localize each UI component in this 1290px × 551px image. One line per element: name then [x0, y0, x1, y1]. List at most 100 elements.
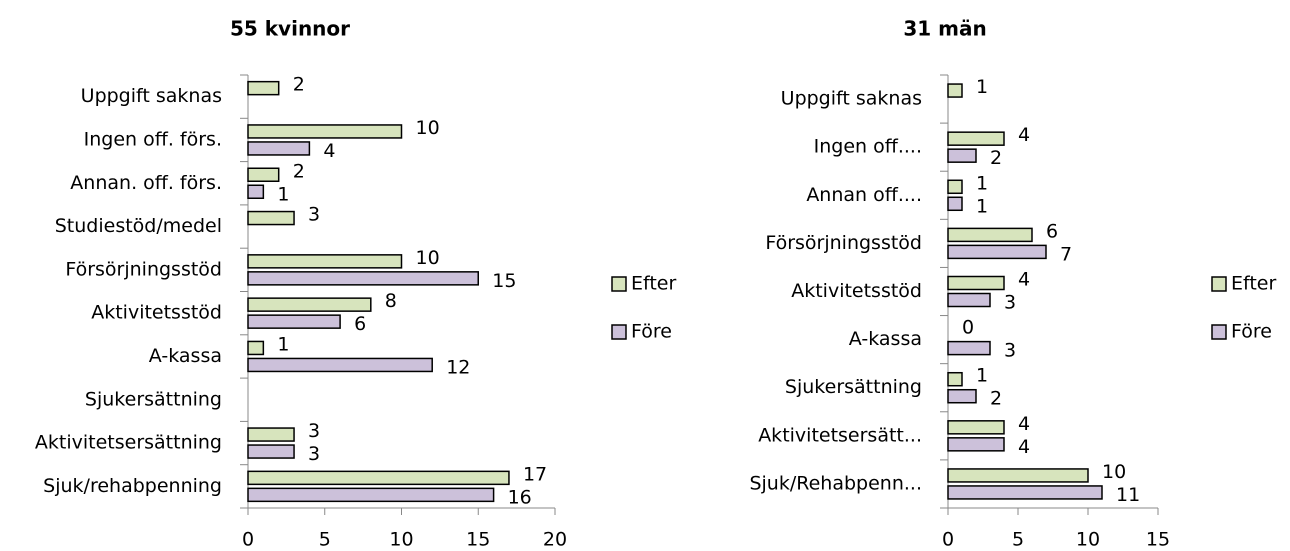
y-tick-label: Aktivitetsstöd: [91, 302, 222, 324]
legend-label: Efter: [631, 273, 676, 295]
bar: [947, 292, 991, 308]
x-tick-label: 15: [466, 529, 490, 551]
data-label: 2: [990, 388, 1002, 410]
bar: [947, 244, 1047, 260]
y-tick-label: A-kassa: [849, 328, 922, 350]
y-tick-label: Uppgift saknas: [81, 85, 222, 107]
data-label: 17: [523, 463, 547, 485]
x-tick-label: 0: [242, 529, 254, 551]
legend-label: Före: [1231, 321, 1272, 343]
data-label: 10: [416, 247, 440, 269]
chart-title: 55 kvinnor: [230, 17, 350, 41]
y-tick-label: Aktivitetsersätt...: [758, 424, 922, 446]
bar: [247, 80, 280, 96]
data-label: 0: [962, 317, 974, 339]
bar: [247, 470, 510, 486]
bar: [947, 179, 963, 195]
bar: [247, 141, 311, 156]
bar: [247, 357, 433, 373]
x-tick-label: 5: [319, 529, 331, 551]
bar: [947, 275, 1005, 291]
y-tick-label: Försörjningsstöd: [65, 258, 222, 280]
x-tick-label: 0: [942, 529, 954, 551]
bar: [247, 297, 372, 312]
y-tick-label: Annan. off. förs.: [70, 172, 222, 194]
bar: [947, 227, 1033, 243]
legend-label: Före: [631, 321, 672, 343]
data-label: 3: [308, 420, 320, 442]
legend-swatch: [1211, 276, 1227, 292]
bar: [947, 420, 1005, 435]
y-tick-label: Ingen off....: [814, 136, 922, 158]
y-tick-label: Sjuk/Rehabpenn...: [749, 472, 922, 494]
bar: [947, 485, 1103, 500]
data-label: 6: [1046, 220, 1058, 242]
data-label: 15: [492, 270, 516, 292]
data-label: 10: [1102, 461, 1126, 483]
x-tick-label: 10: [1076, 529, 1100, 551]
bar: [247, 314, 341, 329]
data-label: 8: [385, 290, 397, 312]
bar: [247, 124, 403, 139]
bar: [947, 131, 1005, 146]
data-label: 11: [1116, 484, 1140, 506]
bar: [947, 148, 977, 163]
bar: [247, 487, 495, 503]
bar: [947, 196, 963, 212]
data-label: 2: [293, 74, 305, 96]
y-tick-label: Sjukersättning: [85, 388, 222, 410]
data-label: 1: [976, 365, 988, 387]
x-tick-label: 10: [389, 529, 413, 551]
y-tick-label: Uppgift saknas: [781, 88, 922, 110]
data-label: 6: [354, 313, 366, 335]
y-tick-label: Ingen off. förs.: [84, 128, 222, 150]
x-tick-label: 15: [1146, 529, 1170, 551]
data-label: 3: [1004, 340, 1016, 362]
y-tick-label: A-kassa: [149, 345, 222, 367]
data-label: 4: [1018, 124, 1030, 146]
y-tick-label: Aktivitetsstöd: [791, 280, 922, 302]
legend-swatch: [611, 324, 627, 340]
y-tick-label: Försörjningsstöd: [765, 232, 922, 254]
y-tick-label: Studiestöd/medel: [55, 215, 222, 237]
bar: [247, 340, 265, 356]
y-tick-label: Sjukersättning: [785, 376, 922, 398]
data-label: 2: [990, 147, 1002, 169]
legend-swatch: [1211, 324, 1227, 340]
bar: [947, 340, 991, 356]
bar: [247, 210, 295, 226]
y-tick-label: Sjuk/rehabpenning: [43, 475, 222, 497]
data-label: 4: [1018, 413, 1030, 435]
data-label: 3: [1004, 292, 1016, 314]
bar: [247, 444, 295, 459]
y-tick-label: Annan off....: [806, 184, 922, 206]
bar: [947, 371, 963, 387]
data-label: 2: [293, 160, 305, 182]
bar: [247, 184, 265, 199]
bar: [247, 254, 403, 269]
data-label: 4: [1018, 436, 1030, 458]
data-label: 12: [446, 356, 470, 378]
x-tick-label: 5: [1012, 529, 1024, 551]
data-label: 1: [277, 333, 289, 355]
bar: [247, 167, 280, 182]
data-label: 7: [1060, 243, 1072, 265]
data-label: 1: [277, 183, 289, 205]
chart-title: 31 män: [903, 17, 986, 41]
legend-swatch: [611, 276, 627, 292]
data-label: 4: [323, 140, 335, 162]
bar: [947, 468, 1089, 483]
data-label: 4: [1018, 269, 1030, 291]
legend-label: Efter: [1231, 273, 1276, 295]
data-label: 10: [416, 117, 440, 139]
data-label: 1: [976, 76, 988, 98]
bar: [947, 388, 977, 404]
bar: [947, 437, 1005, 452]
data-label: 3: [308, 204, 320, 226]
y-tick-label: Aktivitetsersättning: [35, 432, 222, 454]
data-label: 16: [508, 486, 532, 508]
bar: [247, 427, 295, 442]
x-tick-label: 20: [543, 529, 567, 551]
bar: [947, 83, 963, 98]
